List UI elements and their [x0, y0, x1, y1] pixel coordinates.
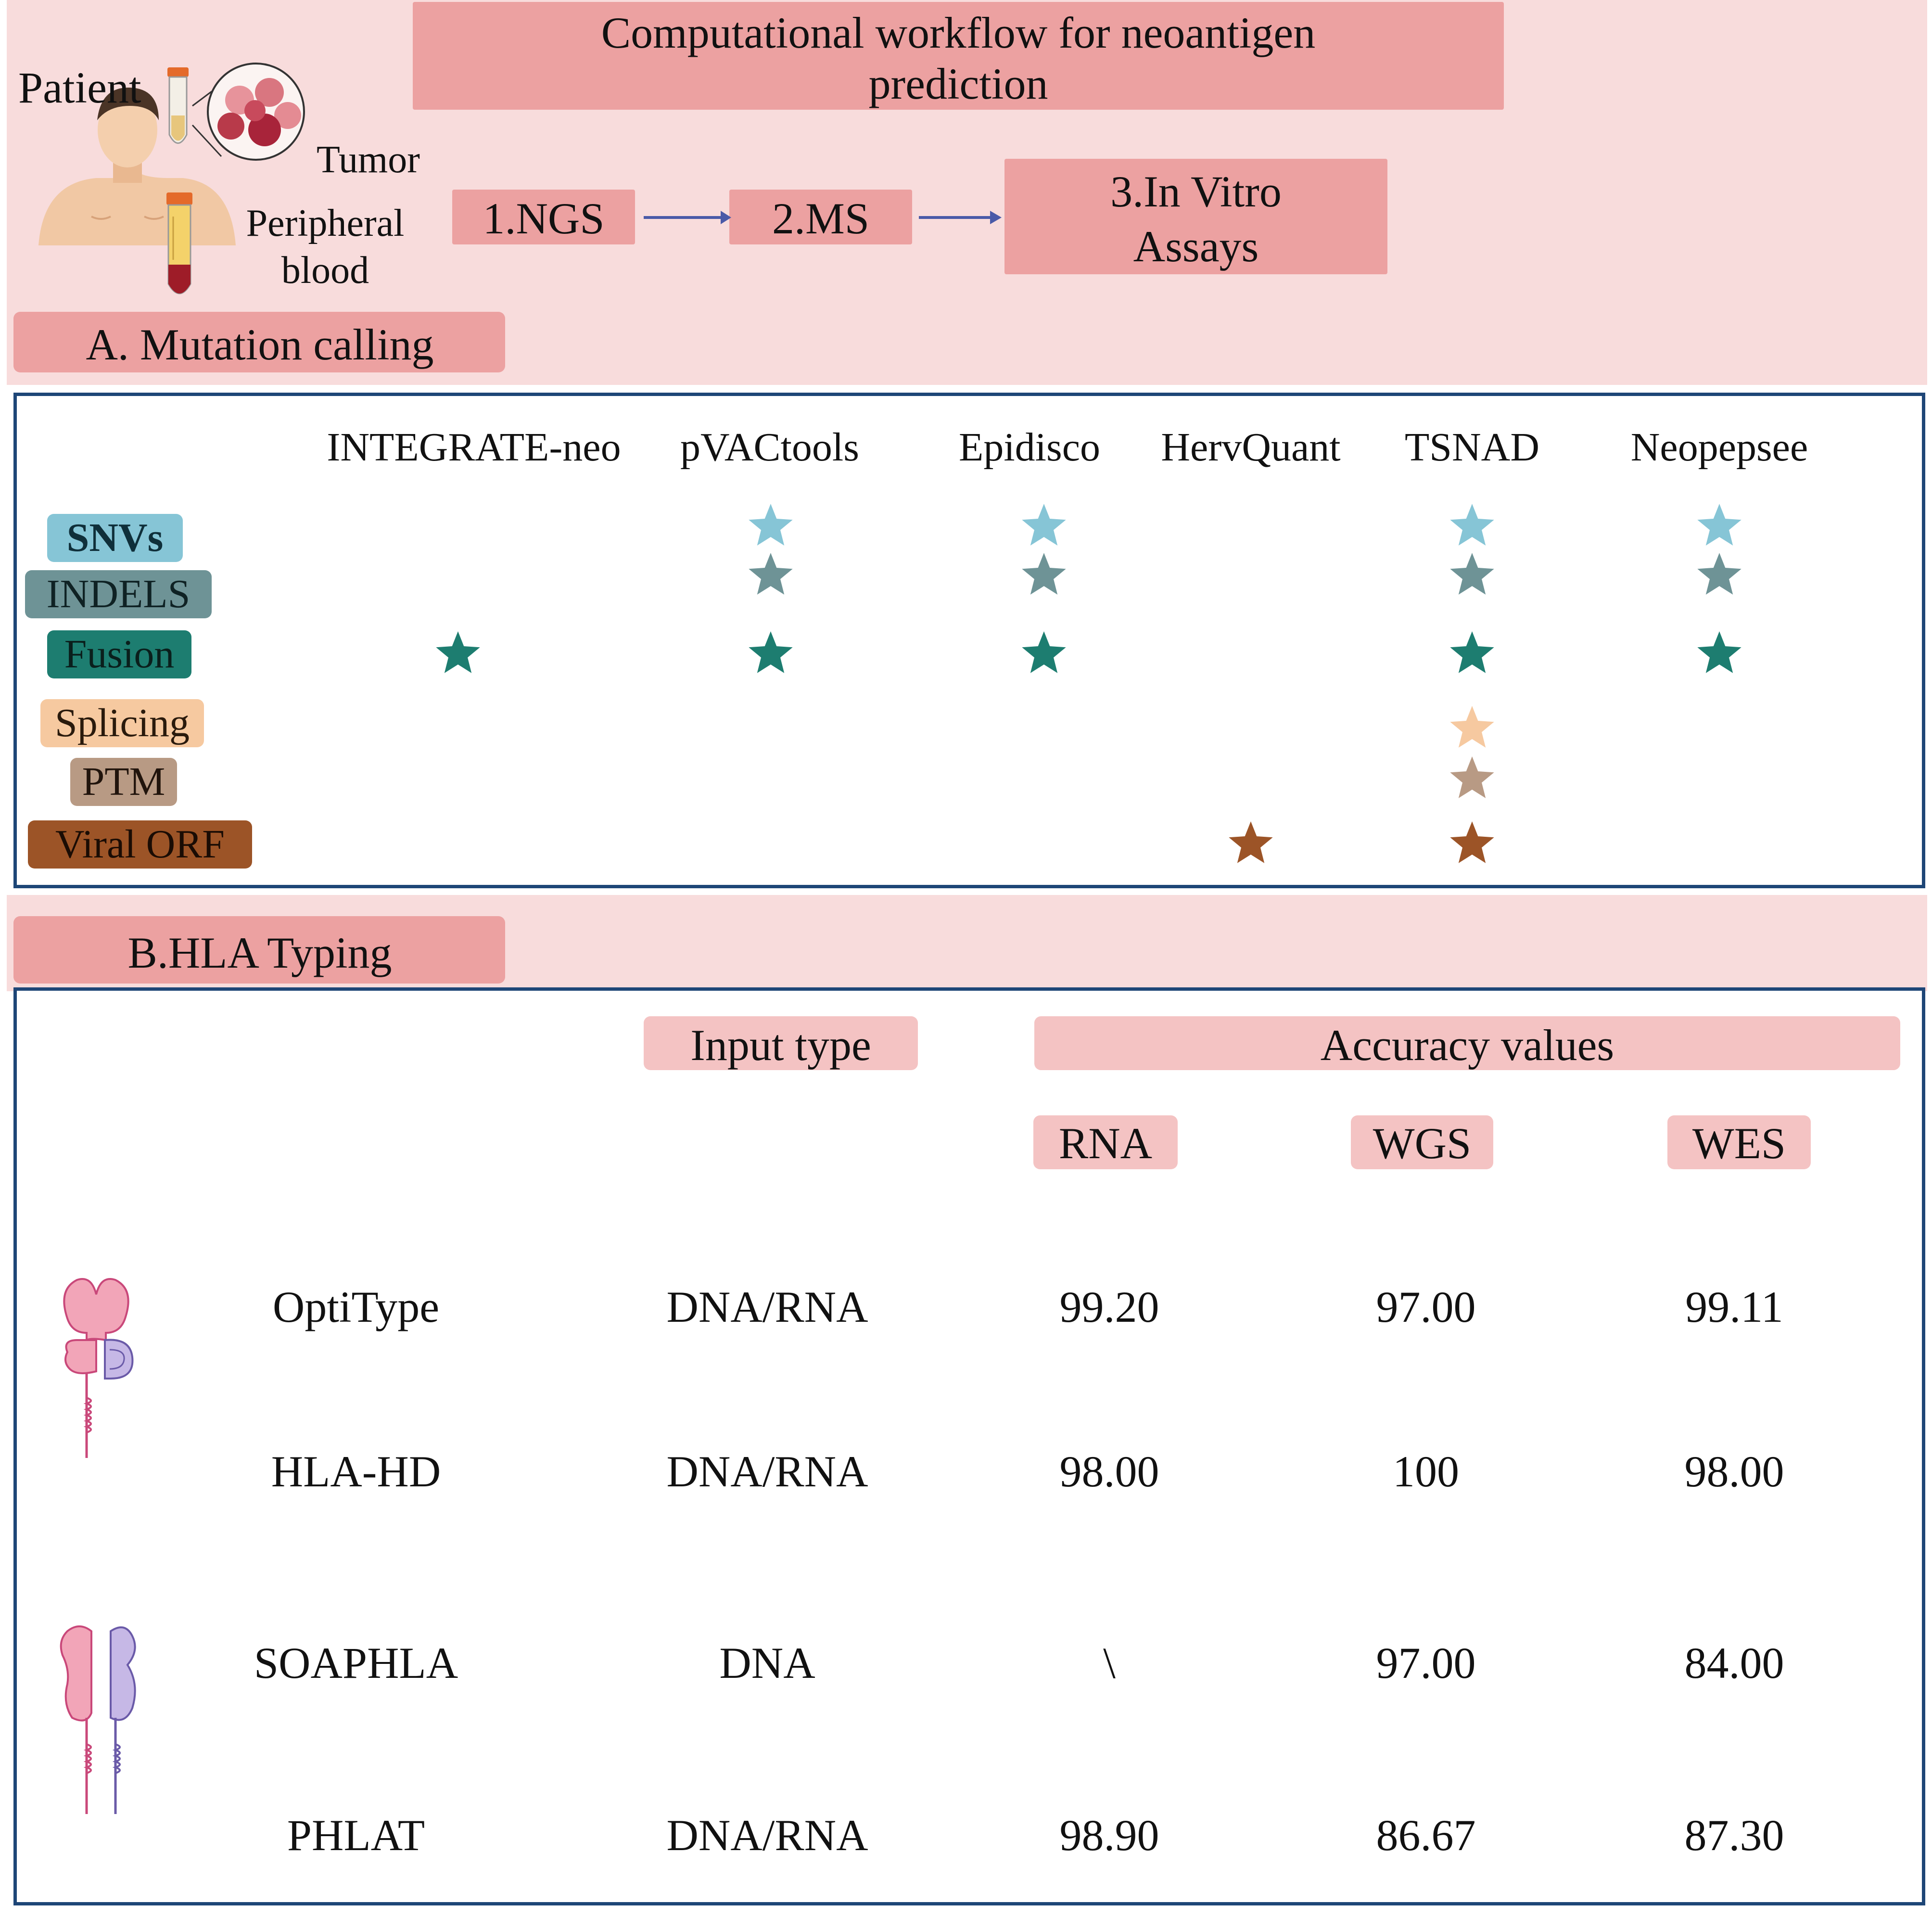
mutation-type-label-splicing: Splicing [54, 701, 190, 745]
section-b-header-box [13, 916, 505, 984]
mutation-type-badge-splicing [40, 699, 204, 747]
hla-rna-accuracy-soaphla: \ [1103, 1638, 1116, 1687]
wes-header: WES [1692, 1119, 1786, 1168]
hla-typing-panel [13, 987, 1925, 1905]
blood-label-line-1: Peripheral [246, 202, 405, 244]
mutation-calling-panel [13, 393, 1925, 888]
step-invitro-label-line-1: 3.In Vitro [1110, 167, 1282, 216]
hla-wgs-accuracy-phlat: 86.67 [1376, 1811, 1476, 1860]
patient-label: Patient [18, 63, 141, 112]
mutation-type-label-fusion: Fusion [64, 632, 175, 677]
hla-wes-accuracy-phlat: 87.30 [1684, 1811, 1784, 1860]
hla-wgs-accuracy-hla-hd: 100 [1393, 1447, 1459, 1496]
step-ms-label: 2.MS [772, 194, 869, 243]
hla-class-ii-molecule-icon [60, 1625, 136, 1814]
mutation-type-badge-viral-orf [28, 820, 252, 869]
tool-header-integrate-neo: INTEGRATE-neo [327, 425, 621, 470]
tool-header-hervquant: HervQuant [1161, 425, 1341, 470]
star-icon-fusion-epidisco [1022, 631, 1066, 673]
mutation-type-badge-ptm [70, 758, 177, 806]
accuracy-values-header: Accuracy values [1320, 1021, 1614, 1070]
wgs-header: WGS [1373, 1119, 1472, 1168]
hla-input-type-hla-hd: DNA/RNA [666, 1447, 868, 1496]
blood-sample-tube-icon [166, 192, 192, 294]
patient-samples-illustration [38, 63, 305, 294]
tool-header-neopepsee: Neopepsee [1630, 425, 1808, 470]
tumor-sample-tube-icon [167, 67, 189, 144]
title-line-2: prediction [868, 59, 1048, 108]
star-icon-snvs-neopepsee [1697, 504, 1741, 546]
star-icon-splicing-tsnad [1450, 706, 1494, 748]
section-b-title: B.HLA Typing [127, 928, 392, 977]
hla-rna-accuracy-optitype: 99.20 [1059, 1282, 1159, 1331]
hla-rna-accuracy-phlat: 98.90 [1059, 1811, 1159, 1860]
step-invitro-label-line-2: Assays [1133, 222, 1259, 271]
hla-input-type-soaphla: DNA [719, 1638, 815, 1687]
hla-tool-name-soaphla: SOAPHLA [254, 1638, 458, 1687]
arrow-ms-to-invitro-icon [919, 211, 1002, 224]
rna-header: RNA [1058, 1119, 1153, 1168]
mutation-type-badge-snvs [47, 514, 183, 562]
star-icon-indels-tsnad [1450, 553, 1494, 595]
hla-molecule-illustrations [60, 1278, 136, 1814]
blood-label-line-2: blood [281, 249, 369, 292]
section-a-header-box [13, 312, 505, 372]
step-arrows [644, 211, 1002, 224]
tool-header-pvactools: pVACtools [680, 425, 859, 470]
step-ms-box [729, 190, 912, 244]
hla-wgs-accuracy-optitype: 97.00 [1376, 1282, 1476, 1331]
tumor-label: Tumor [317, 139, 420, 181]
step-ngs-box [452, 190, 635, 244]
input-type-header: Input type [690, 1021, 871, 1070]
star-icon-fusion-neopepsee [1697, 631, 1741, 673]
tool-header-epidisco: Epidisco [959, 425, 1100, 470]
star-icon-viral-orf-tsnad [1450, 821, 1494, 863]
star-icon-ptm-tsnad [1450, 756, 1494, 798]
star-icon-fusion-integrate-neo [436, 631, 480, 673]
tumor-cells-icon [191, 63, 305, 161]
wes-header-box [1667, 1115, 1811, 1169]
mutation-type-badge-fusion [47, 630, 191, 678]
hla-wes-accuracy-optitype: 99.11 [1685, 1282, 1783, 1331]
mutation-type-label-viral-orf: Viral ORF [55, 822, 225, 867]
star-icon-snvs-pvactools [749, 504, 793, 546]
hla-input-type-phlat: DNA/RNA [666, 1811, 868, 1860]
hla-input-type-optitype: DNA/RNA [666, 1282, 868, 1331]
hla-class-i-molecule-icon [63, 1278, 134, 1458]
hla-rna-accuracy-hla-hd: 98.00 [1059, 1447, 1159, 1496]
wgs-header-box [1351, 1115, 1493, 1169]
hla-wgs-accuracy-soaphla: 97.00 [1376, 1638, 1476, 1687]
input-type-header-box [644, 1016, 918, 1070]
hla-tool-name-phlat: PHLAT [287, 1811, 425, 1860]
star-icon-indels-pvactools [749, 553, 793, 595]
star-icon-fusion-tsnad [1450, 631, 1494, 673]
star-icon-snvs-tsnad [1450, 504, 1494, 546]
tool-header-tsnad: TSNAD [1404, 425, 1540, 470]
hla-wes-accuracy-hla-hd: 98.00 [1684, 1447, 1784, 1496]
step-invitro-box [1004, 159, 1387, 274]
star-icon-snvs-epidisco [1022, 504, 1066, 546]
star-icon-viral-orf-hervquant [1229, 821, 1273, 863]
title-line-1: Computational workflow for neoantigen [601, 8, 1316, 57]
mutation-support-stars [436, 504, 1741, 863]
accuracy-header-box [1034, 1016, 1900, 1070]
mutation-type-label-indels: INDELS [46, 572, 191, 616]
arrow-ngs-to-ms-icon [644, 211, 731, 224]
star-icon-fusion-pvactools [749, 631, 793, 673]
star-icon-indels-neopepsee [1697, 553, 1741, 595]
mutation-type-label-ptm: PTM [82, 759, 165, 804]
title-box [413, 2, 1504, 110]
mutation-type-label-snvs: SNVs [66, 515, 164, 560]
hla-wes-accuracy-soaphla: 84.00 [1684, 1638, 1784, 1687]
step-ngs-label: 1.NGS [483, 194, 605, 243]
hla-tool-name-optitype: OptiType [272, 1282, 440, 1331]
hla-tool-name-hla-hd: HLA-HD [271, 1447, 441, 1496]
mutation-type-badge-indels [25, 570, 212, 618]
star-icon-indels-epidisco [1022, 553, 1066, 595]
section-a-title: A. Mutation calling [86, 320, 434, 369]
rna-header-box [1033, 1115, 1178, 1169]
